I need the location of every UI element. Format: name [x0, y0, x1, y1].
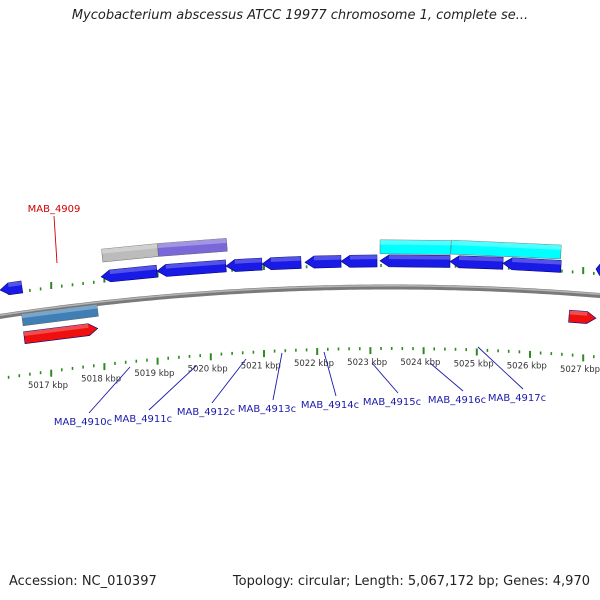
- gene-reverse-5-body: [304, 255, 342, 269]
- backbone-line: [0, 284, 600, 319]
- gene-reverse-9: [502, 257, 562, 273]
- gene-reverse-4-shine: [270, 256, 301, 262]
- scale-label: 5024 kbp: [400, 358, 440, 368]
- label-MAB_4914c: MAB_4914c: [301, 400, 359, 411]
- gene-MAB_4909-body: [23, 323, 99, 345]
- block-purple: [157, 238, 228, 257]
- scale-label: 5020 kbp: [188, 365, 228, 375]
- label-MAB_4917c: MAB_4917c: [488, 393, 546, 404]
- inner-tick-ring: [7, 347, 595, 379]
- leader-MAB_4915c: [371, 362, 399, 394]
- gene-reverse-5: [304, 255, 342, 269]
- label-MAB_4916c: MAB_4916c: [428, 395, 486, 406]
- leader-MAB_4910c: [88, 366, 131, 414]
- reverse-strand-genes: [0, 254, 600, 296]
- gene-reverse-1-body: [100, 264, 158, 283]
- block-grey-shine: [101, 243, 158, 254]
- block-cyan-2-fill: [450, 239, 562, 260]
- gene-reverse-8: [449, 255, 504, 270]
- backbone-highlight: [0, 285, 600, 316]
- gene-reverse-2-body: [156, 259, 227, 277]
- gene-reverse-7: [379, 254, 451, 268]
- topology-text: Topology: circular; Length: 5,067,172 bp…: [232, 574, 590, 589]
- block-grey: [101, 243, 159, 263]
- gene-reverse-2-shine: [165, 259, 226, 269]
- scale-label: 5026 kbp: [507, 362, 547, 372]
- gene-reverse-8-shine: [459, 255, 504, 262]
- gene-reverse-10: [595, 263, 600, 277]
- gene-reverse-2: [156, 259, 227, 277]
- gene-reverse-4-body: [261, 256, 302, 270]
- label-MAB_4911c: MAB_4911c: [114, 414, 172, 425]
- gene-reverse-10-body: [595, 263, 600, 277]
- leader-MAB_4912c: [211, 358, 247, 404]
- feature-blocks: [21, 238, 562, 327]
- block-mab4909: [21, 304, 99, 327]
- gene-reverse-9-body: [502, 257, 562, 273]
- leader-MAB_4911c: [148, 365, 197, 411]
- label-MAB_4909: MAB_4909: [28, 204, 81, 215]
- gene-right-edge-forward-shine: [569, 310, 588, 316]
- leader-MAB_4914c: [323, 351, 337, 397]
- scale-labels: 5017 kbp 5018 kbp 5019 kbp 5020 kbp 5021 kbp…: [28, 358, 600, 391]
- leader-MAB_4909: [53, 215, 58, 264]
- gene-MAB_4909-shine: [23, 323, 89, 336]
- chromosome-backbone: [0, 284, 600, 319]
- gene-reverse-0-body: [0, 280, 24, 296]
- accession-text: Accession: NC_010397: [9, 574, 157, 589]
- gene-reverse-4: [261, 256, 302, 270]
- scale-label: 5022 kbp: [294, 359, 334, 369]
- block-cyan-1-shine: [380, 239, 452, 246]
- scale-label: 5027 kbp: [560, 365, 600, 375]
- block-cyan-1: [379, 239, 452, 255]
- gene-reverse-6: [340, 254, 378, 268]
- block-grey-fill: [101, 243, 159, 263]
- gene-reverse-8-body: [449, 255, 504, 270]
- scale-label: 5025 kbp: [454, 359, 494, 369]
- gene-reverse-7-shine: [389, 254, 451, 260]
- gene-reverse-3-body: [225, 257, 263, 272]
- scale-label: 5017 kbp: [28, 381, 68, 391]
- label-MAB_4913c: MAB_4913c: [238, 404, 296, 415]
- block-mab4909-fill: [21, 304, 99, 327]
- map-title: Mycobacterium abscessus ATCC 19977 chrom…: [71, 8, 529, 23]
- leader-MAB_4913c: [272, 352, 283, 401]
- scale-label: 5023 kbp: [347, 358, 387, 368]
- gene-reverse-5-shine: [313, 255, 341, 261]
- gene-MAB_4909: [23, 323, 99, 345]
- block-cyan-2: [450, 239, 562, 260]
- block-purple-fill: [157, 238, 228, 257]
- gene-reverse-0: [0, 280, 24, 296]
- gene-right-edge-forward-body: [568, 309, 597, 324]
- label-MAB_4912c: MAB_4912c: [177, 407, 235, 418]
- scale-label: 5019 kbp: [134, 369, 174, 379]
- gene-reverse-6-shine: [349, 254, 377, 260]
- gene-right-edge-forward: [568, 309, 597, 324]
- scale-label: 5021 kbp: [241, 361, 281, 371]
- label-MAB_4915c: MAB_4915c: [363, 397, 421, 408]
- gene-reverse-3-shine: [234, 258, 262, 264]
- gene-reverse-9-shine: [512, 257, 562, 265]
- gene-reverse-7-body: [379, 254, 451, 268]
- gene-reverse-3: [225, 257, 263, 272]
- block-mab4909-shine: [21, 304, 98, 319]
- gene-reverse-1: [100, 264, 158, 283]
- leader-MAB_4917c: [477, 346, 524, 390]
- gene-reverse-1-shine: [109, 265, 157, 275]
- gene-reverse-6-body: [340, 254, 378, 268]
- scale-label: 5018 kbp: [81, 375, 121, 385]
- label-MAB_4910c: MAB_4910c: [54, 417, 112, 428]
- block-purple-shine: [157, 238, 227, 249]
- block-cyan-2-shine: [451, 240, 562, 250]
- forward-strand-genes: [23, 309, 597, 345]
- gene-reverse-0-shine: [7, 280, 22, 288]
- leader-MAB_4916c: [429, 362, 464, 392]
